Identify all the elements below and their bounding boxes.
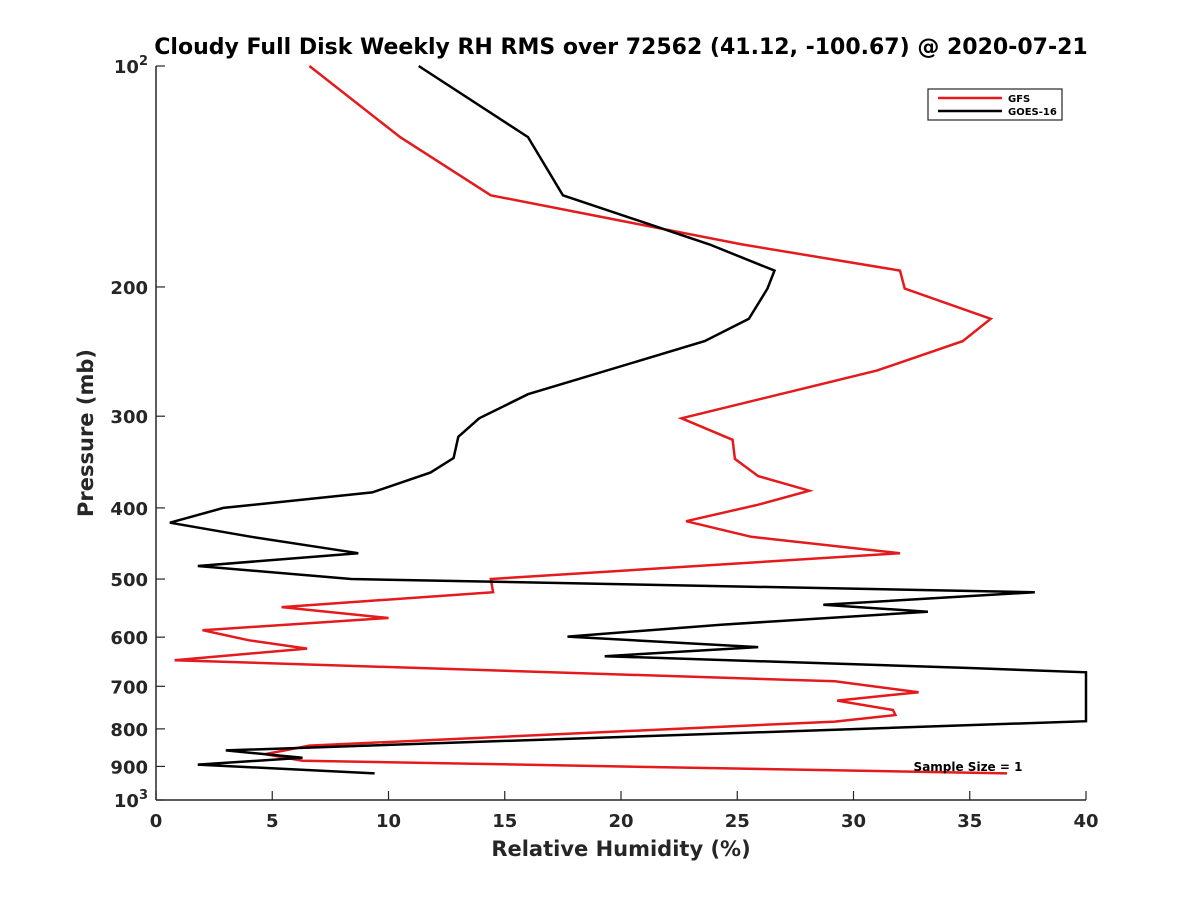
x-tick-label: 25 [725,811,750,832]
y-axis-label: Pressure (mb) [74,349,98,517]
y-tick-label: 300 [110,407,148,428]
y-tick-label: 900 [110,757,148,778]
x-tick-label: 10 [376,811,401,832]
x-tick-label: 15 [492,811,517,832]
x-tick-label: 30 [841,811,866,832]
series-line-goes-16 [169,64,1088,775]
chart-title: Cloudy Full Disk Weekly RH RMS over 7256… [154,35,1087,60]
y-tick-label: 200 [110,278,148,299]
y-tick-label: 500 [110,570,148,591]
legend-label: GOES-16 [1008,107,1057,118]
sample-size-annotation: Sample Size = 1 [914,760,1023,774]
y-tick-label: 103 [114,788,148,812]
y-tick-label: 700 [110,677,148,698]
legend-label: GFS [1008,94,1030,105]
x-tick-label: 5 [266,811,279,832]
x-tick-label: 40 [1073,811,1098,832]
series-line-gfs [174,65,1008,775]
y-tick-label: 800 [110,720,148,741]
x-tick-label: 20 [608,811,633,832]
x-tick-label: 35 [957,811,982,832]
y-tick-label: 102 [114,54,148,78]
x-tick-label: 0 [150,811,163,832]
y-tick-label: 400 [110,499,148,520]
x-axis-label: Relative Humidity (%) [491,837,750,861]
legend-box [927,88,1063,121]
y-tick-label: 600 [110,628,148,649]
